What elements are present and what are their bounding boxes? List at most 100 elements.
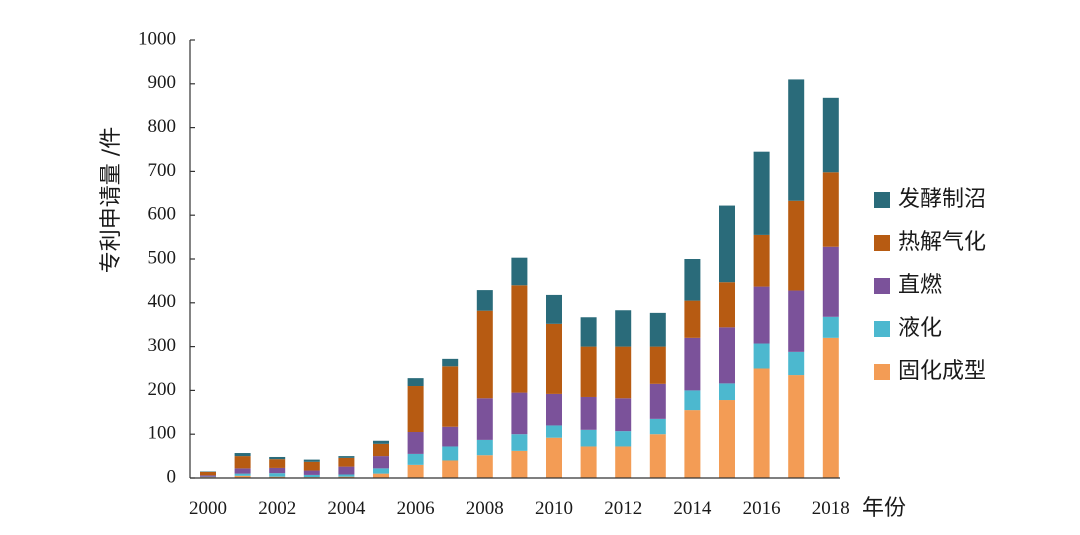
bar-segment-2008-4 (476, 290, 493, 311)
bar-segment-2015-2 (719, 327, 735, 384)
bar-segment-2003-2 (303, 470, 320, 475)
x-tick-label: 2006 (397, 498, 435, 519)
bar-segment-2007-4 (442, 358, 459, 367)
bar-segment-2004-3 (338, 457, 355, 467)
x-tick-labels: 2000 2002 2004 2006 2008 2010 2012 2014 2016 2018 (189, 498, 850, 519)
bar-segment-2009-3 (511, 285, 528, 393)
bar-segment-2002-0 (269, 476, 286, 478)
bar-segment-2001-2 (234, 468, 251, 474)
bar-segment-2018-3 (822, 172, 839, 247)
y-tick-labels: 0 100 200 300 400 500 600 700 800 900 1000 (138, 28, 176, 487)
legend-label: 固化成型 (898, 359, 986, 384)
x-tick-label: 2004 (327, 498, 366, 519)
bar-segment-2017-1 (788, 351, 805, 376)
bar-segment-2014-1 (684, 390, 701, 411)
bar-segment-2010-0 (546, 437, 562, 478)
bar-segment-2006-2 (407, 432, 424, 454)
legend-label: 热解气化 (898, 230, 986, 255)
bar-segment-2016-2 (753, 286, 770, 344)
y-tick-label: 1000 (138, 28, 176, 49)
bar-segment-2006-1 (407, 453, 424, 465)
bar-segment-2009-2 (511, 392, 528, 435)
bar-segment-2012-4 (615, 310, 632, 347)
y-tick-label: 100 (148, 423, 177, 444)
bar-segment-2011-1 (580, 429, 597, 447)
bar-segment-2008-2 (476, 398, 493, 440)
bar-segment-2005-2 (373, 456, 389, 469)
bar-segment-2001-4 (234, 453, 251, 457)
bar-segment-2004-1 (338, 474, 355, 477)
legend-swatch (874, 364, 890, 380)
bar-segment-2014-4 (684, 259, 701, 301)
bar-segment-2013-0 (649, 434, 666, 478)
y-axis-title: 专利申请量 /件 (99, 127, 124, 273)
bar-segment-2002-3 (269, 459, 286, 468)
bar-segment-2017-4 (788, 79, 805, 201)
bar-segment-2010-3 (546, 323, 562, 394)
y-tick-label: 800 (148, 116, 177, 137)
bar-segment-2008-0 (476, 455, 493, 478)
bar-segment-2012-2 (615, 398, 632, 432)
legend-swatch (874, 235, 890, 251)
bars-layer (200, 79, 839, 478)
x-axis-title: 年份 (862, 496, 906, 521)
bar-segment-2018-4 (822, 97, 839, 173)
y-tick-label: 400 (148, 291, 177, 312)
x-tick-label: 2000 (189, 498, 227, 519)
bar-segment-2011-3 (580, 346, 597, 397)
bar-segment-2009-4 (511, 257, 528, 286)
bar-segment-2015-3 (719, 282, 735, 328)
legend-swatch (874, 278, 890, 294)
bar-segment-2011-2 (580, 396, 597, 430)
y-tick-label: 600 (148, 204, 177, 225)
legend-label: 液化 (898, 316, 942, 341)
bar-segment-2012-0 (615, 446, 632, 478)
bar-segment-2005-0 (373, 473, 389, 478)
bar-segment-2017-2 (788, 290, 805, 352)
bar-segment-2018-0 (822, 337, 839, 478)
bar-segment-2007-3 (442, 366, 459, 427)
axes-layer (189, 39, 840, 479)
bar-segment-2014-3 (684, 300, 701, 338)
x-tick-label: 2018 (812, 498, 850, 519)
bar-segment-2009-0 (511, 450, 528, 478)
bar-segment-2006-0 (407, 464, 424, 478)
bar-segment-2003-1 (303, 474, 320, 478)
bar-segment-2016-4 (753, 151, 770, 235)
bar-segment-2006-4 (407, 378, 424, 387)
bar-segment-2015-1 (719, 383, 735, 401)
legend-label: 发酵制沼 (898, 187, 986, 212)
bar-segment-2013-4 (649, 312, 666, 347)
y-tick-label: 0 (167, 466, 177, 487)
bar-segment-2017-3 (788, 200, 805, 291)
bar-segment-2004-4 (338, 456, 355, 458)
bar-segment-2010-2 (546, 393, 562, 426)
x-tick-label: 2008 (466, 498, 504, 519)
y-tick-label: 500 (148, 247, 177, 268)
bar-segment-2016-1 (753, 343, 770, 369)
y-tick-label: 700 (148, 160, 177, 181)
bar-segment-2005-3 (373, 443, 389, 457)
bar-segment-2003-3 (303, 461, 320, 471)
bar-segment-2000-3 (200, 471, 216, 476)
bar-segment-2011-0 (580, 446, 597, 478)
bar-segment-2013-1 (649, 418, 666, 435)
x-tick-label: 2010 (535, 498, 573, 519)
bar-segment-2008-3 (476, 310, 493, 399)
bar-segment-2001-1 (234, 473, 251, 476)
y-tick-label: 900 (148, 72, 177, 93)
bar-segment-2013-3 (649, 346, 666, 384)
bar-segment-2004-2 (338, 466, 355, 475)
bar-segment-2010-1 (546, 425, 562, 438)
bar-segment-2014-0 (684, 410, 701, 478)
bar-segment-2010-4 (546, 294, 562, 324)
bar-segment-2005-1 (373, 468, 389, 474)
bar-segment-2007-1 (442, 446, 459, 461)
legend-swatch (874, 321, 890, 337)
bar-segment-2016-0 (753, 368, 770, 478)
bar-segment-2008-1 (476, 439, 493, 456)
x-tick-label: 2012 (604, 498, 642, 519)
bar-segment-2014-2 (684, 337, 701, 391)
